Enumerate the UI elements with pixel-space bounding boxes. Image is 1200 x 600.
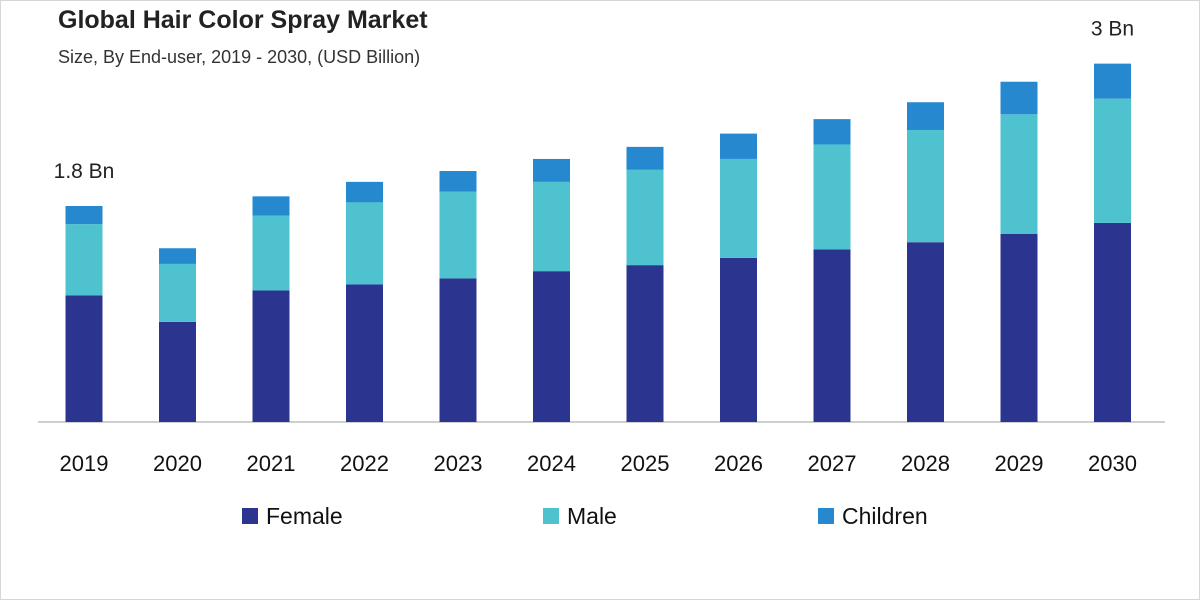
bar-female-2025 (626, 265, 664, 422)
legend-item-children: Children (818, 500, 928, 532)
legend: Female Male Children (0, 500, 1200, 532)
legend-label-female: Female (266, 502, 343, 529)
bar-male-2030 (1094, 98, 1131, 223)
bar-male-2029 (1000, 114, 1038, 234)
bar-children-2021 (252, 196, 290, 216)
legend-swatch-male (543, 508, 559, 524)
bar-female-2030 (1094, 222, 1131, 422)
legend-swatch-children (818, 508, 834, 524)
x-tick-label-2030: 2030 (1088, 451, 1137, 476)
bar-female-2021 (252, 290, 290, 422)
bar-male-2020 (159, 263, 196, 322)
bar-male-2028 (907, 129, 944, 243)
chart-subtitle: Size, By End-user, 2019 - 2030, (USD Bil… (58, 47, 421, 67)
annotation-2030: 3 Bn (1091, 18, 1134, 41)
stacked-bar-chart: 2019 2020 2021 2022 2023 2024 2025 2026 2027 2028… (38, 18, 1165, 476)
bar-female-2026 (720, 257, 757, 422)
bar-children-2025 (626, 146, 664, 170)
bar-children-2024 (533, 158, 570, 182)
x-tick-label-2021: 2021 (247, 451, 296, 476)
bar-female-2019 (65, 295, 103, 422)
bar-male-2024 (533, 181, 570, 272)
legend-item-male: Male (543, 500, 617, 532)
x-tick-label-2020: 2020 (153, 451, 202, 476)
x-tick-label-2028: 2028 (901, 451, 950, 476)
bar-male-2026 (720, 158, 757, 258)
bar-male-2021 (252, 215, 290, 291)
bar-male-2019 (65, 224, 103, 296)
x-tick-label-2026: 2026 (714, 451, 763, 476)
legend-label-male: Male (567, 502, 617, 529)
legend-swatch-female (242, 508, 258, 524)
bar-female-2024 (533, 271, 570, 422)
x-tick-label-2022: 2022 (340, 451, 389, 476)
bar-children-2030 (1094, 63, 1131, 99)
chart-title: Global Hair Color Spray Market (58, 6, 428, 34)
bar-male-2025 (626, 169, 664, 266)
bar-children-2026 (720, 133, 757, 159)
bar-children-2019 (65, 206, 103, 225)
x-tick-label-2019: 2019 (60, 451, 109, 476)
bar-female-2028 (907, 242, 944, 422)
legend-label-children: Children (842, 502, 928, 529)
x-tick-label-2027: 2027 (808, 451, 857, 476)
x-tick-label-2029: 2029 (995, 451, 1044, 476)
bar-male-2027 (813, 144, 851, 250)
bar-male-2023 (439, 191, 477, 279)
bar-children-2027 (813, 119, 851, 145)
bar-female-2027 (813, 249, 851, 422)
bar-children-2022 (346, 181, 383, 203)
x-tick-label-2025: 2025 (621, 451, 670, 476)
bar-children-2029 (1000, 81, 1038, 115)
bar-female-2029 (1000, 233, 1038, 422)
x-tick-label-2023: 2023 (434, 451, 483, 476)
bar-female-2023 (439, 278, 477, 422)
annotation-2019: 1.8 Bn (54, 160, 115, 183)
legend-item-female: Female (242, 500, 343, 532)
x-tick-label-2024: 2024 (527, 451, 576, 476)
bar-female-2020 (159, 321, 196, 422)
bar-children-2023 (439, 171, 477, 192)
bar-male-2022 (346, 202, 383, 285)
bar-children-2028 (907, 102, 944, 130)
bar-female-2022 (346, 284, 383, 422)
bar-children-2020 (159, 248, 196, 264)
